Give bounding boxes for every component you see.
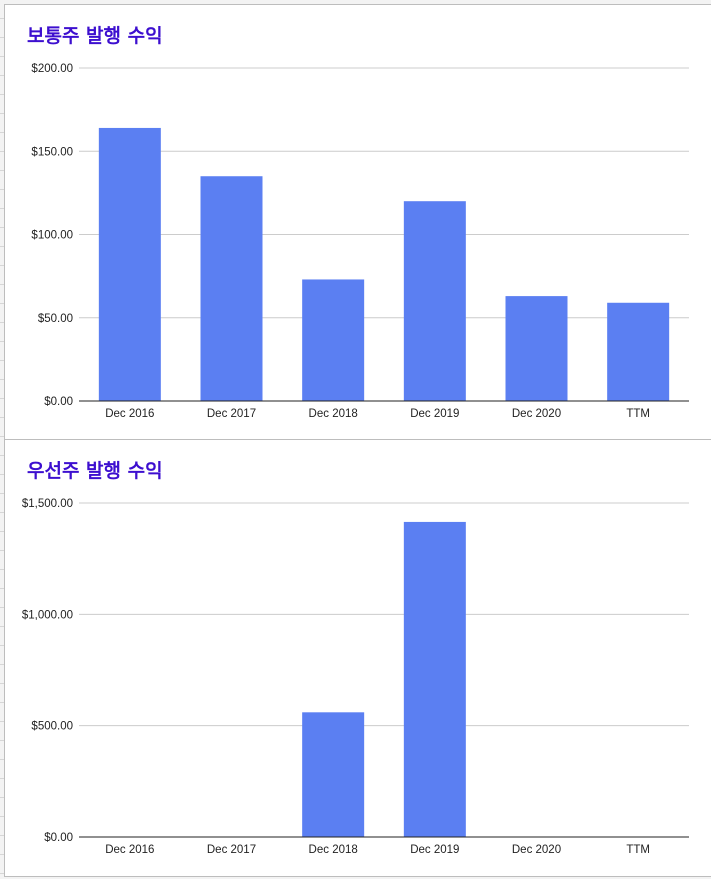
bar (98, 127, 161, 401)
chart-title: 보통주 발행 수익 (27, 25, 163, 47)
y-tick-label: $0.00 (44, 832, 73, 844)
x-tick-label: Dec 2018 (309, 408, 358, 420)
x-tick-label: TTM (626, 844, 650, 856)
y-tick-label: $100.00 (31, 230, 73, 242)
y-tick-label: $1,000.00 (22, 609, 73, 621)
y-tick-label: $500.00 (31, 721, 73, 733)
bar (302, 279, 365, 401)
x-tick-label: Dec 2016 (105, 844, 154, 856)
bar (607, 302, 670, 401)
y-tick-label: $0.00 (44, 396, 73, 408)
bar (403, 521, 466, 837)
x-tick-label: Dec 2020 (512, 844, 561, 856)
chart-title: 우선주 발행 수익 (27, 460, 163, 482)
y-tick-label: $50.00 (38, 313, 73, 325)
bar (505, 296, 568, 401)
common-stock-proceeds-chart[interactable]: 보통주 발행 수익 $0.00 $50.00 $100.00 $150.00 $200.… (4, 4, 711, 439)
chart-plot-area: $0.00 $50.00 $100.00 $150.00 $200.00 Dec 2016… (31, 63, 689, 420)
x-tick-label: Dec 2017 (207, 844, 256, 856)
bar (403, 201, 466, 401)
x-tick-label: Dec 2019 (410, 408, 459, 420)
preferred-stock-proceeds-chart[interactable]: 우선주 발행 수익 $0.00 $500.00 $1,000.00 $1,500.00… (4, 439, 711, 877)
bar (302, 712, 365, 837)
y-tick-label: $150.00 (31, 146, 73, 158)
x-tick-label: Dec 2018 (309, 844, 358, 856)
bar (200, 176, 263, 401)
x-tick-label: Dec 2016 (105, 408, 154, 420)
spreadsheet-row-ruler (0, 0, 4, 879)
y-tick-label: $1,500.00 (22, 498, 73, 510)
chart-plot-area: $0.00 $500.00 $1,000.00 $1,500.00 Dec 2016 De… (22, 498, 689, 856)
y-tick-label: $200.00 (31, 63, 73, 75)
x-tick-label: Dec 2019 (410, 844, 459, 856)
x-tick-label: TTM (626, 408, 650, 420)
x-tick-label: Dec 2017 (207, 408, 256, 420)
x-tick-label: Dec 2020 (512, 408, 561, 420)
